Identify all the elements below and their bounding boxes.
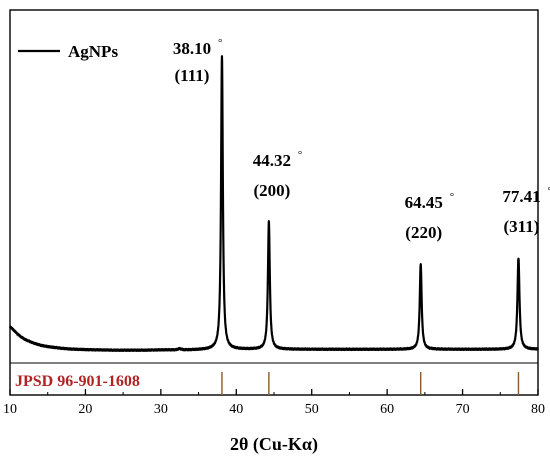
degree-symbol-1: °	[298, 149, 302, 161]
x-axis: 10 20 30 40 50 60 70 80	[3, 389, 545, 417]
reference-layer: JPSD 96-901-1608	[15, 372, 520, 395]
peak-hkl-label-2: (220)	[405, 223, 442, 242]
x-tick-label-5: 60	[380, 402, 394, 417]
degree-symbol-0: °	[218, 37, 222, 49]
degree-symbol-2: °	[450, 191, 454, 203]
legend-label: AgNPs	[68, 42, 118, 61]
peak-hkl-label-0: (111)	[174, 66, 209, 85]
x-tick-label-3: 40	[229, 402, 243, 417]
legend: AgNPs	[18, 42, 118, 61]
reference-label: JPSD 96-901-1608	[15, 373, 140, 390]
x-tick-label-4: 50	[305, 402, 319, 417]
peak-annotations: 38.10 ° (111) 44.32 ° (200) 64.45 ° (220) 77.41 ° (…	[173, 37, 550, 242]
x-axis-label: 2θ (Cu-Kα)	[230, 434, 318, 455]
peak-hkl-label-1: (200)	[253, 181, 290, 200]
peak-hkl-label-3: (311)	[504, 217, 540, 236]
x-tick-label-1: 20	[78, 402, 92, 417]
peak-angle-label-1: 44.32	[253, 151, 291, 170]
x-tick-label-6: 70	[456, 402, 470, 417]
x-tick-label-7: 80	[531, 402, 545, 417]
peak-angle-label-3: 77.41	[502, 187, 540, 206]
x-tick-label-0: 10	[3, 402, 17, 417]
plot-frame	[9, 9, 539, 396]
series-agnps-line	[9, 55, 539, 353]
degree-symbol-3: °	[547, 185, 550, 197]
peak-angle-label-0: 38.10	[173, 39, 211, 58]
x-tick-label-2: 30	[154, 402, 168, 417]
peak-angle-label-2: 64.45	[405, 193, 443, 212]
data-layer	[9, 55, 539, 353]
